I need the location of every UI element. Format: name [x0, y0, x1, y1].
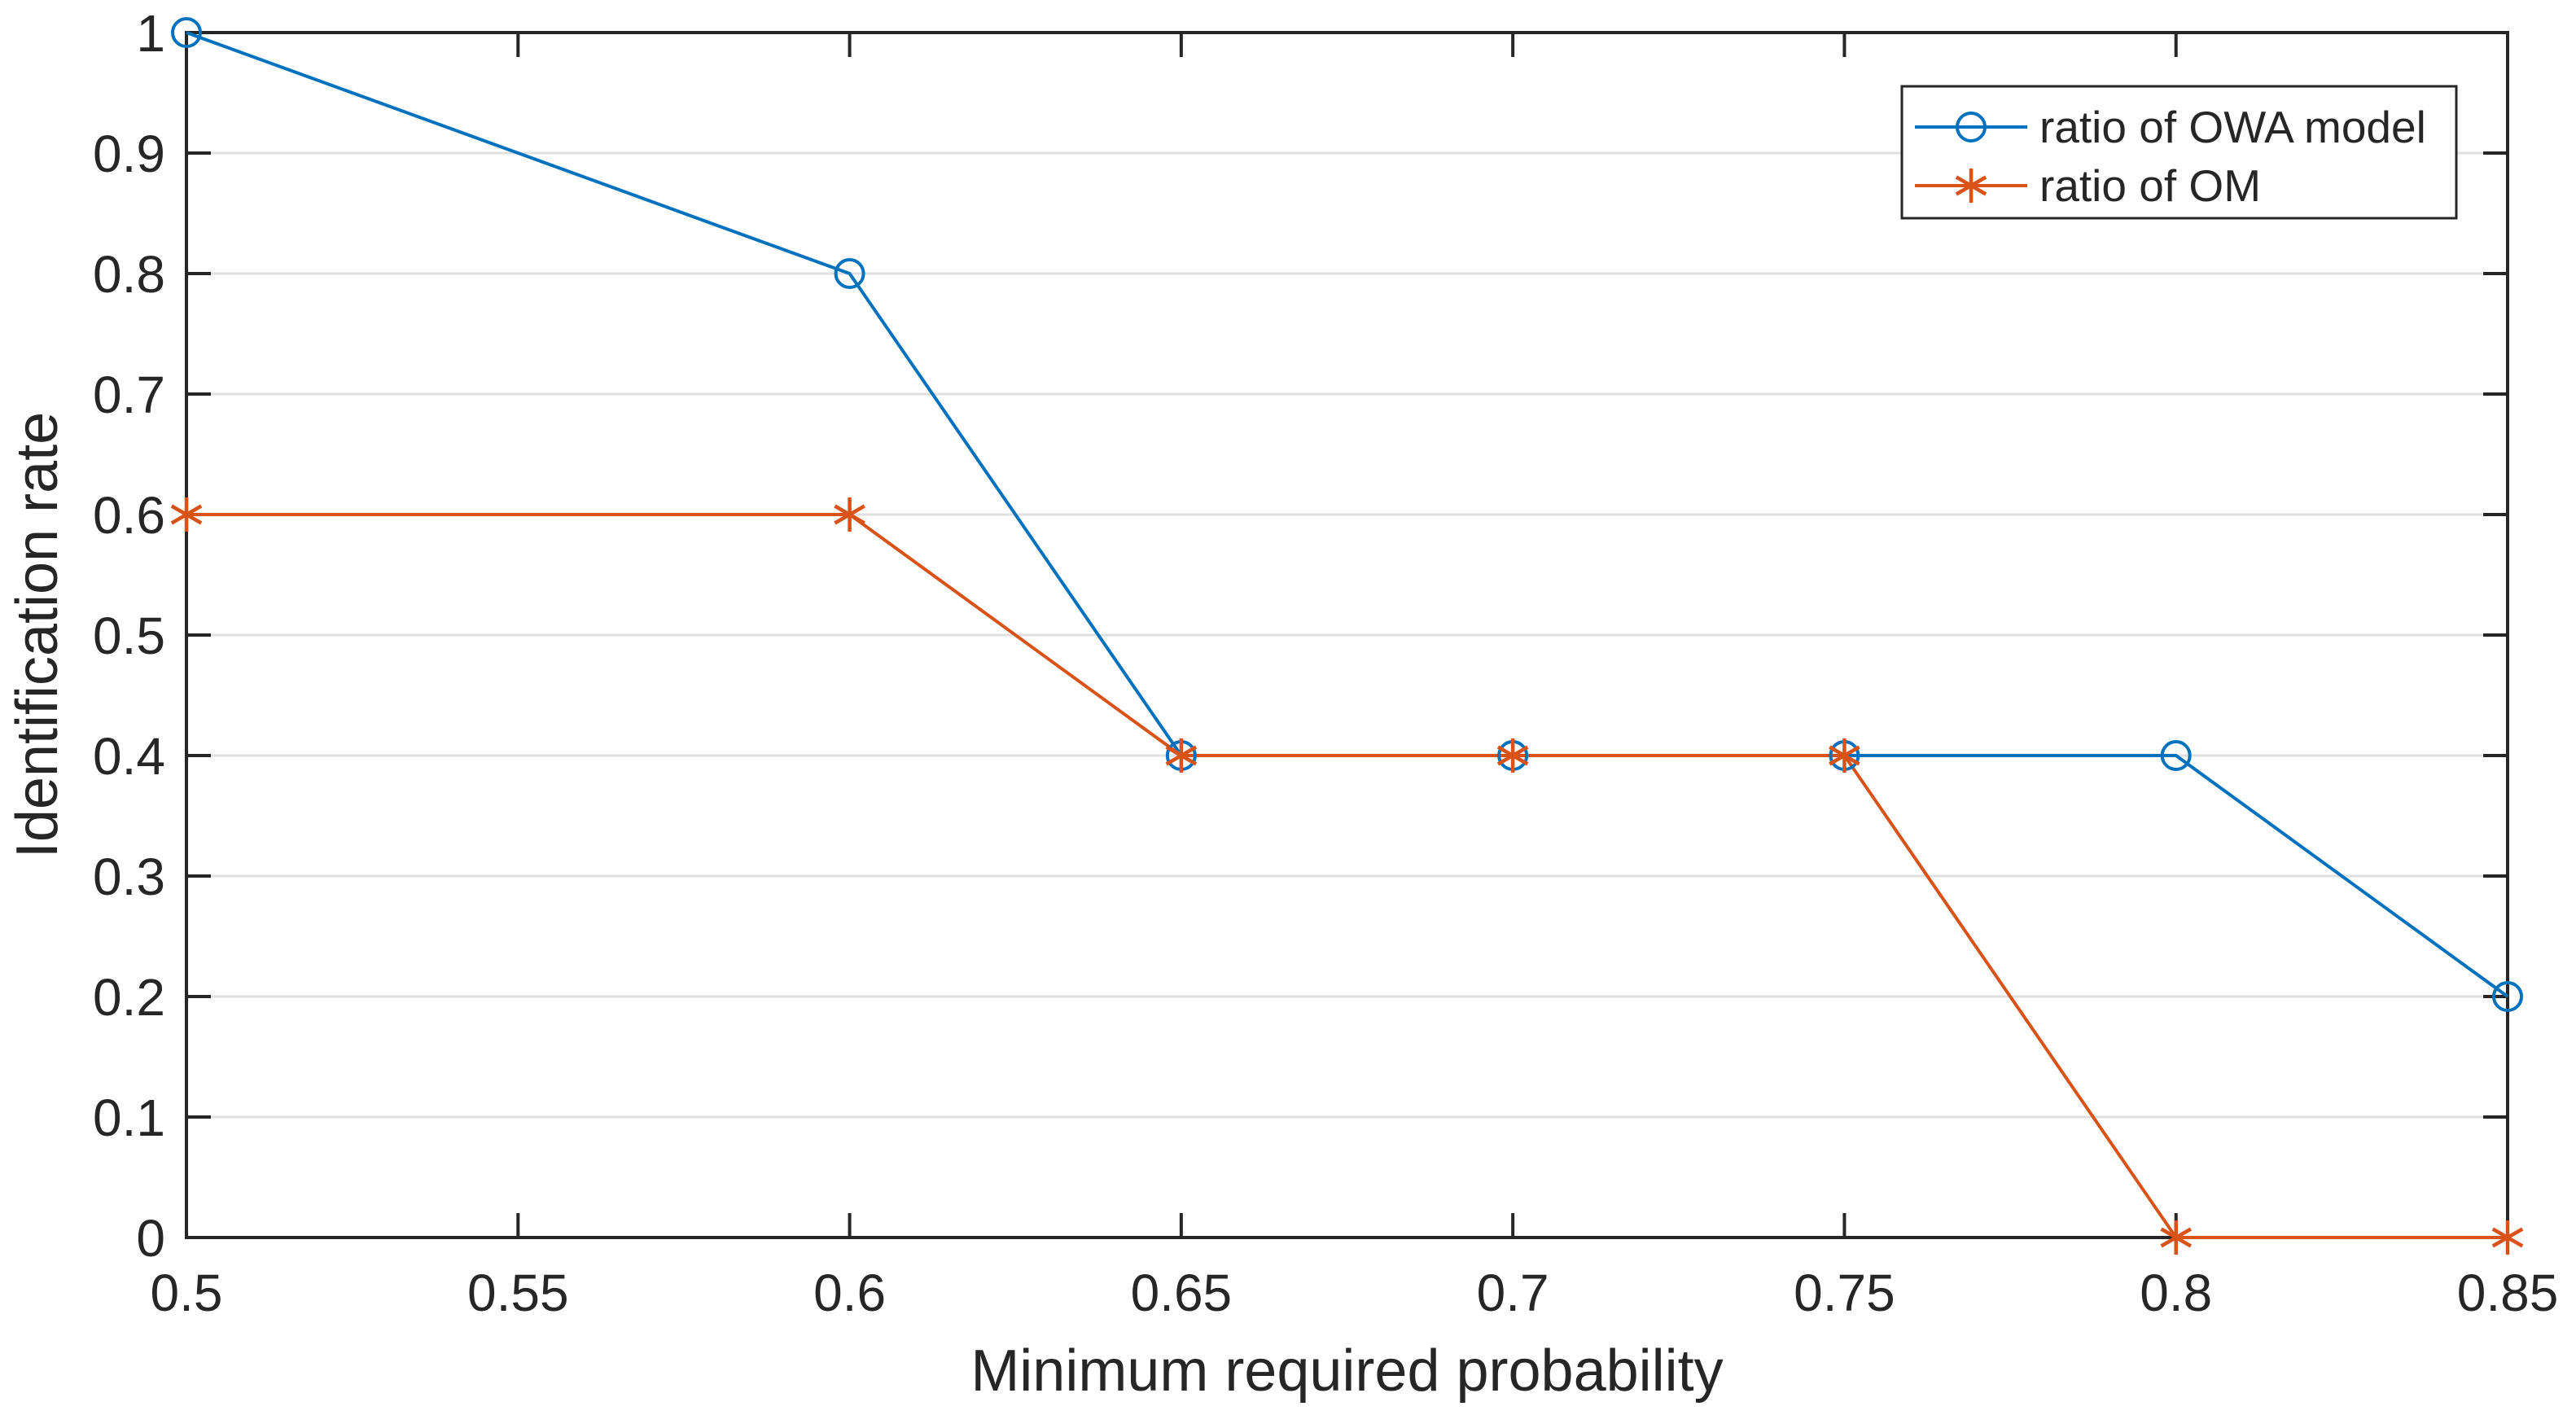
y-tick-label: 0.5 [93, 607, 165, 665]
data-point-marker [2160, 1220, 2193, 1255]
data-point-marker [2491, 1220, 2524, 1255]
y-tick-label: 0.9 [93, 125, 165, 183]
y-tick-label: 1 [136, 4, 165, 63]
x-tick-label: 0.7 [1477, 1264, 1549, 1322]
x-tick-label: 0.8 [2140, 1264, 2212, 1322]
y-tick-label: 0 [136, 1209, 165, 1268]
data-point-marker [1165, 738, 1198, 773]
legend-marker-asterisk-icon [1955, 169, 1987, 203]
y-axis-label: Identification rate [5, 411, 70, 859]
data-point-marker [171, 17, 202, 48]
y-tick-label: 0.2 [93, 968, 165, 1027]
y-tick-label: 0.7 [93, 366, 165, 424]
legend-box [1900, 85, 2458, 220]
y-tick-label: 0.1 [93, 1089, 165, 1147]
x-axis-label: Minimum required probability [970, 1338, 1724, 1404]
y-tick-label: 0.6 [93, 486, 165, 545]
data-point-marker [170, 497, 203, 532]
x-tick-label: 0.6 [813, 1264, 886, 1322]
data-point-marker [1496, 738, 1529, 773]
legend-label: ratio of OM [2039, 160, 2261, 211]
y-tick-label: 0.3 [93, 848, 165, 906]
x-tick-label: 0.65 [1131, 1264, 1233, 1322]
y-tick-label: 0.4 [93, 727, 165, 786]
data-point-marker [2160, 740, 2192, 771]
x-tick-label: 0.55 [467, 1264, 569, 1322]
x-tick-label: 0.5 [151, 1264, 223, 1322]
data-point-marker [2492, 981, 2523, 1012]
x-tick-label: 0.85 [2457, 1264, 2559, 1322]
data-point-marker [834, 497, 865, 532]
y-tick-label: 0.8 [93, 245, 165, 304]
legend-label: ratio of OWA model [2039, 102, 2426, 152]
data-point-marker [1829, 738, 1860, 773]
legend-marker-circle-icon [1956, 112, 1987, 142]
data-point-marker [834, 258, 865, 289]
legend: ratio of OWA model ratio of OM [1900, 85, 2458, 220]
x-tick-label: 0.75 [1794, 1264, 1895, 1322]
